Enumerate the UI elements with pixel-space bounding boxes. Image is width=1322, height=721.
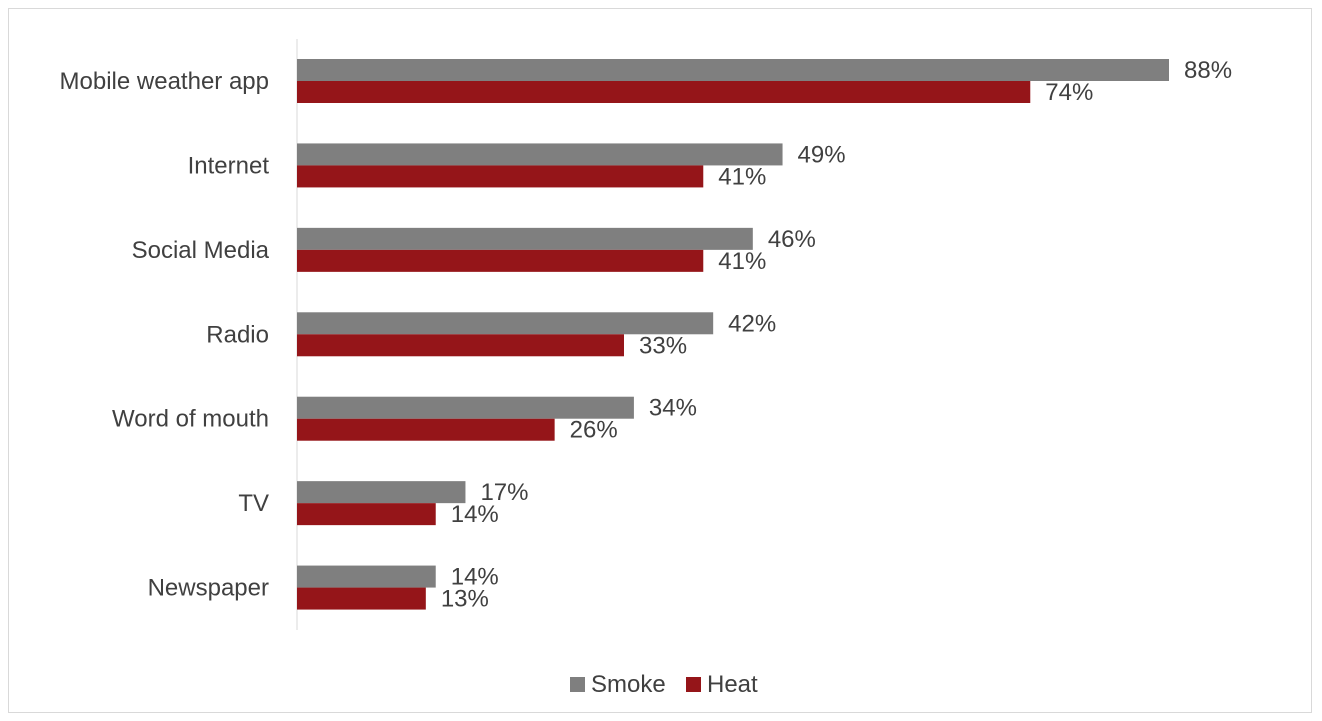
smoke-bar: [297, 481, 466, 504]
smoke-value-label: 17%: [480, 479, 528, 506]
heat-value-label: 13%: [441, 586, 489, 613]
category-label: Radio: [206, 321, 269, 348]
smoke-bar: [297, 143, 783, 166]
heat-legend-swatch: [686, 677, 701, 692]
smoke-value-label: 46%: [768, 226, 816, 253]
heat-value-label: 33%: [639, 332, 687, 359]
heat-value-label: 74%: [1045, 79, 1093, 106]
category-label: Social Media: [132, 237, 270, 264]
heat-bar: [297, 81, 1031, 103]
smoke-value-label: 49%: [798, 141, 846, 168]
smoke-value-label: 34%: [649, 395, 697, 422]
heat-bar: [297, 249, 704, 272]
category-label: TV: [238, 490, 269, 517]
smoke-bar: [297, 565, 436, 588]
heat-bar: [297, 587, 426, 610]
smoke-bar: [297, 312, 714, 335]
heat-value-label: 26%: [570, 417, 618, 444]
smoke-legend-swatch: [570, 677, 585, 692]
smoke-bar: [297, 59, 1169, 81]
heat-bar: [297, 503, 436, 526]
heat-value-label: 41%: [718, 248, 766, 275]
heat-bar: [297, 334, 624, 357]
heat-legend-label: Heat: [707, 671, 758, 698]
category-label: Word of mouth: [112, 406, 269, 433]
heat-value-label: 41%: [718, 163, 766, 190]
heat-value-label: 14%: [451, 501, 499, 528]
smoke-value-label: 14%: [451, 564, 499, 591]
smoke-bar: [297, 227, 753, 250]
category-label: Mobile weather app: [60, 68, 269, 95]
heat-bar: [297, 165, 704, 188]
smoke-bar: [297, 396, 634, 419]
category-label: Newspaper: [148, 575, 269, 602]
smoke-legend-label: Smoke: [591, 671, 666, 698]
smoke-value-label: 88%: [1184, 57, 1232, 84]
smoke-value-label: 42%: [728, 310, 776, 337]
chart-frame: [8, 8, 1312, 713]
category-label: Internet: [188, 152, 270, 179]
heat-bar: [297, 418, 555, 441]
